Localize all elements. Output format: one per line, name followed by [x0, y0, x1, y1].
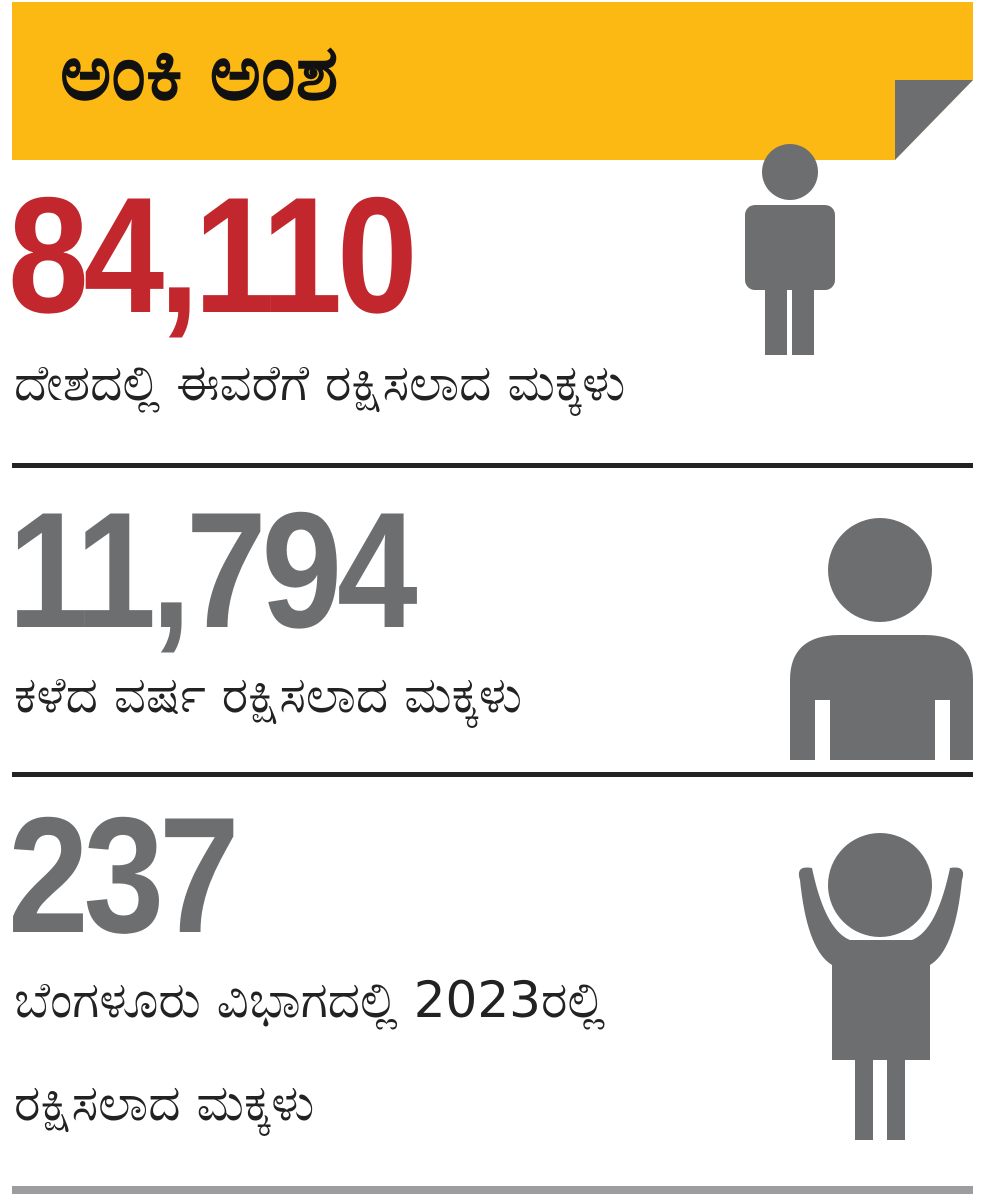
stat-number: 237 — [8, 783, 240, 967]
header-band — [12, 2, 973, 160]
stat-caption: ಕಳೆದ ವರ್ಷ ರಕ್ಷಿಸಲಾದ ಮಕ್ಕಳು — [14, 666, 522, 724]
stat-number: 84,110 — [8, 163, 418, 347]
person-icon — [790, 518, 973, 760]
header-title: ಅಂಕಿ ಅಂಶ — [60, 28, 339, 118]
divider — [12, 772, 973, 777]
stat-caption: ಬೆಂಗಳೂರು ವಿಭಾಗದಲ್ಲಿ 2023ರಲ್ಲಿ — [14, 971, 606, 1029]
child-icon — [745, 144, 835, 355]
stat-caption: ದೇಶದಲ್ಲಿ ಈವರೆಗೆ ರಕ್ಷಿಸಲಾದ ಮಕ್ಕಳು — [14, 354, 626, 412]
divider — [12, 1186, 973, 1194]
divider — [12, 463, 973, 468]
cheering-child-icon — [798, 833, 964, 1140]
header-fold — [895, 80, 973, 160]
stat-number: 11,794 — [8, 478, 418, 662]
stat-caption: ರಕ್ಷಿಸಲಾದ ಮಕ್ಕಳು — [14, 1074, 315, 1132]
